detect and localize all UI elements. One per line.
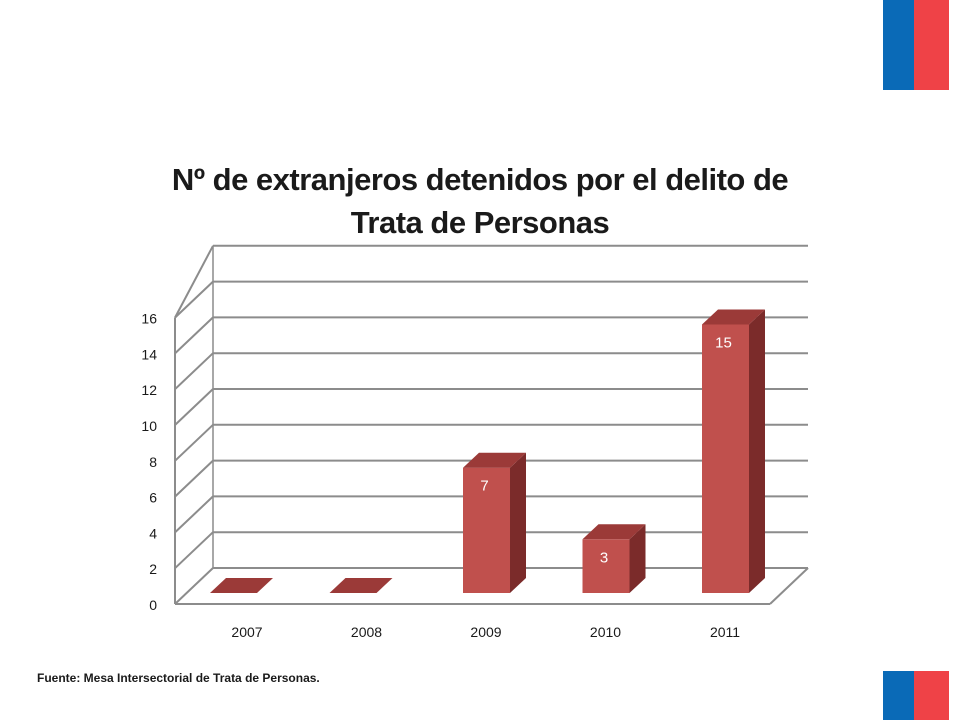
bar-side (629, 524, 646, 593)
flag-logo-top (883, 0, 949, 90)
wall-corner-line (174, 245, 214, 319)
bar (463, 467, 510, 593)
y-tick-label: 16 (141, 311, 157, 327)
chart-title: Nº de extranjeros detenidos por el delit… (150, 158, 810, 244)
x-tick-label: 2010 (590, 624, 621, 640)
y-tick-label: 14 (141, 346, 157, 362)
bar-top (210, 578, 273, 593)
gridline-side (174, 280, 214, 319)
gridline-side (174, 495, 214, 534)
bar (702, 324, 749, 593)
flag-blue-stripe (883, 671, 914, 720)
y-tick-label: 12 (141, 382, 157, 398)
gridline-side (174, 316, 214, 355)
y-tick-label: 2 (149, 561, 157, 577)
gridline-side (174, 424, 214, 462)
chart-title-line-1: Nº de extranjeros detenidos por el delit… (171, 162, 789, 197)
bar-top (463, 452, 526, 468)
bar (582, 539, 630, 593)
y-tick-label: 0 (149, 597, 157, 613)
bar-top (582, 524, 646, 540)
flag-red-stripe (914, 0, 949, 90)
chart-title-line-2: Trata de Personas (350, 205, 610, 240)
gridline-side (174, 459, 214, 498)
gridline-side (174, 567, 214, 605)
x-tick-label: 2011 (710, 624, 740, 640)
data-label: 3 (600, 549, 608, 566)
x-tick-label: 2009 (470, 624, 501, 640)
data-label: 15 (715, 335, 732, 352)
y-tick-label: 6 (149, 490, 157, 506)
y-tick-label: 10 (141, 418, 157, 434)
source-note: Fuente: Mesa Intersectorial de Trata de … (37, 671, 320, 685)
bar-top (702, 309, 765, 325)
y-tick-label: 8 (149, 454, 157, 470)
data-label: 7 (480, 478, 488, 495)
x-tick-label: 2008 (351, 624, 382, 640)
gridline-side (174, 352, 214, 390)
bar-side (510, 452, 526, 593)
bar-side (749, 309, 765, 593)
gridline-side (174, 531, 214, 569)
flag-blue-stripe (883, 0, 914, 90)
flag-logo-bottom (883, 671, 949, 720)
floor-right-line (769, 567, 809, 605)
x-tick-label: 2007 (231, 624, 262, 640)
gridline-side (174, 388, 214, 426)
bar-top (329, 578, 393, 593)
flag-red-stripe (914, 671, 949, 720)
y-tick-label: 4 (149, 525, 157, 541)
